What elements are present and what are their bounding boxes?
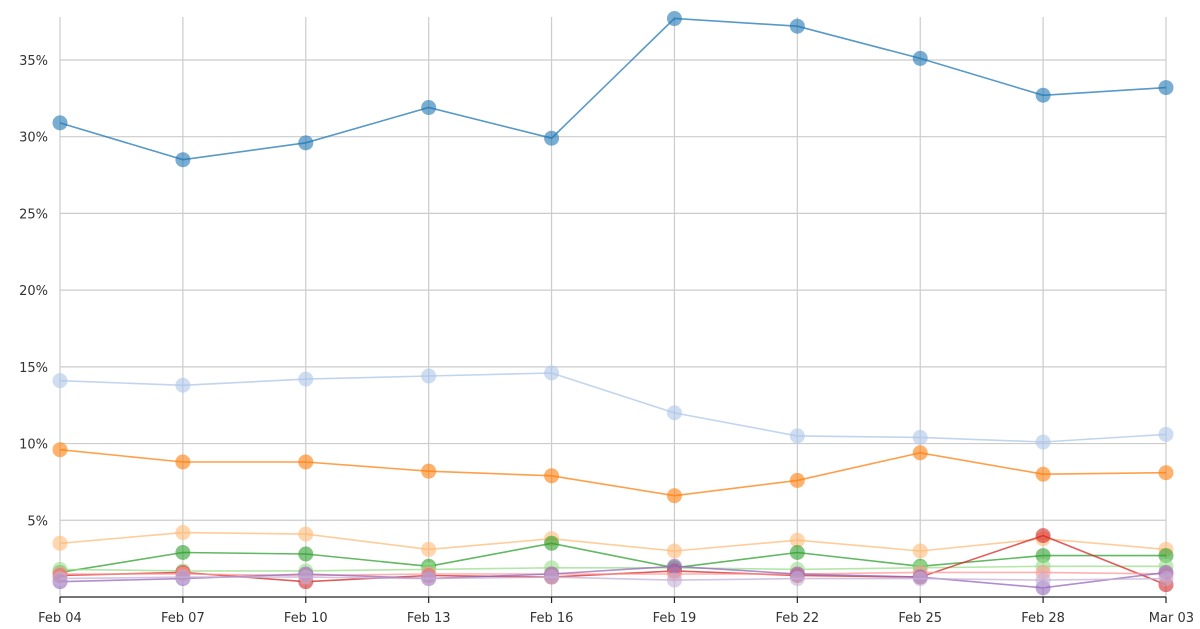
data-point xyxy=(1035,572,1051,588)
data-point xyxy=(789,571,805,587)
x-tick-label: Feb 28 xyxy=(1021,611,1065,626)
y-axis-ticks: 5% 10% 15% 20% 25% 30% 35% xyxy=(19,54,48,529)
data-point xyxy=(912,445,928,461)
series-line xyxy=(59,372,1167,443)
data-point xyxy=(175,152,191,168)
data-point xyxy=(666,572,682,588)
data-point xyxy=(1035,87,1051,103)
y-tick-label: 20% xyxy=(19,284,48,299)
data-point xyxy=(52,571,68,587)
series-10 xyxy=(52,569,1174,588)
data-point xyxy=(175,525,191,541)
data-point xyxy=(789,545,805,561)
x-tick-label: Feb 10 xyxy=(284,611,328,626)
series-4 xyxy=(52,525,1174,559)
data-point xyxy=(544,569,560,585)
data-point xyxy=(1158,426,1174,442)
data-point xyxy=(52,115,68,131)
series-group xyxy=(52,11,1174,596)
data-point xyxy=(666,558,682,574)
data-point xyxy=(421,571,437,587)
series-1 xyxy=(52,11,1174,168)
x-tick-label: Feb 19 xyxy=(653,611,697,626)
data-point xyxy=(1035,548,1051,564)
x-tick-label: Feb 13 xyxy=(407,611,451,626)
data-point xyxy=(1035,528,1051,544)
data-point xyxy=(421,541,437,557)
series-line xyxy=(60,571,1167,577)
data-point xyxy=(666,488,682,504)
data-point xyxy=(666,543,682,559)
data-point xyxy=(544,535,560,551)
data-point xyxy=(912,429,928,445)
series-3 xyxy=(52,442,1174,504)
data-point xyxy=(789,532,805,548)
series-7 xyxy=(52,528,1174,593)
series-line xyxy=(59,448,1167,497)
x-tick-label: Feb 25 xyxy=(898,611,942,626)
y-tick-label: 5% xyxy=(27,514,48,529)
series-line xyxy=(59,576,1167,581)
x-tick-label: Feb 07 xyxy=(161,611,205,626)
data-point xyxy=(175,545,191,561)
data-point xyxy=(1158,571,1174,587)
data-point xyxy=(789,18,805,34)
data-point xyxy=(912,571,928,587)
data-point xyxy=(298,526,314,542)
data-point xyxy=(298,371,314,387)
data-point xyxy=(175,377,191,393)
series-line xyxy=(59,565,1166,572)
data-point xyxy=(544,365,560,381)
data-point xyxy=(52,442,68,458)
x-tick-label: Feb 22 xyxy=(775,611,819,626)
data-point xyxy=(789,428,805,444)
series-line xyxy=(59,531,1167,552)
data-point xyxy=(421,100,437,116)
data-point xyxy=(298,546,314,562)
series-line xyxy=(59,17,1167,161)
data-point xyxy=(175,454,191,470)
y-tick-label: 25% xyxy=(19,207,48,222)
data-point xyxy=(544,130,560,146)
x-tick-label: Feb 16 xyxy=(530,611,574,626)
series-line xyxy=(59,542,1166,574)
data-point xyxy=(421,463,437,479)
x-tick-label: Mar 03 xyxy=(1149,611,1194,626)
data-point xyxy=(666,405,682,421)
data-point xyxy=(298,454,314,470)
data-point xyxy=(52,535,68,551)
data-point xyxy=(912,50,928,66)
data-point xyxy=(298,569,314,585)
data-point xyxy=(1035,434,1051,450)
x-axis-ticks: Feb 04 Feb 07 Feb 10 Feb 13 Feb 16 Feb 19 Feb … xyxy=(38,597,1194,626)
data-point xyxy=(1035,466,1051,482)
data-point xyxy=(544,468,560,484)
data-point xyxy=(912,543,928,559)
data-point xyxy=(1158,465,1174,481)
data-point xyxy=(175,569,191,585)
series-2 xyxy=(52,365,1174,450)
data-point xyxy=(421,368,437,384)
x-tick-label: Feb 04 xyxy=(38,611,82,626)
grid xyxy=(59,17,1167,597)
y-tick-label: 15% xyxy=(19,361,48,376)
data-point xyxy=(1158,548,1174,564)
data-point xyxy=(789,472,805,488)
data-point xyxy=(1158,80,1174,96)
data-point xyxy=(298,135,314,151)
data-point xyxy=(52,373,68,389)
data-point xyxy=(666,11,682,27)
y-tick-label: 35% xyxy=(19,54,48,69)
y-tick-label: 10% xyxy=(19,438,48,453)
y-tick-label: 30% xyxy=(19,131,48,146)
series-line xyxy=(59,565,1167,589)
